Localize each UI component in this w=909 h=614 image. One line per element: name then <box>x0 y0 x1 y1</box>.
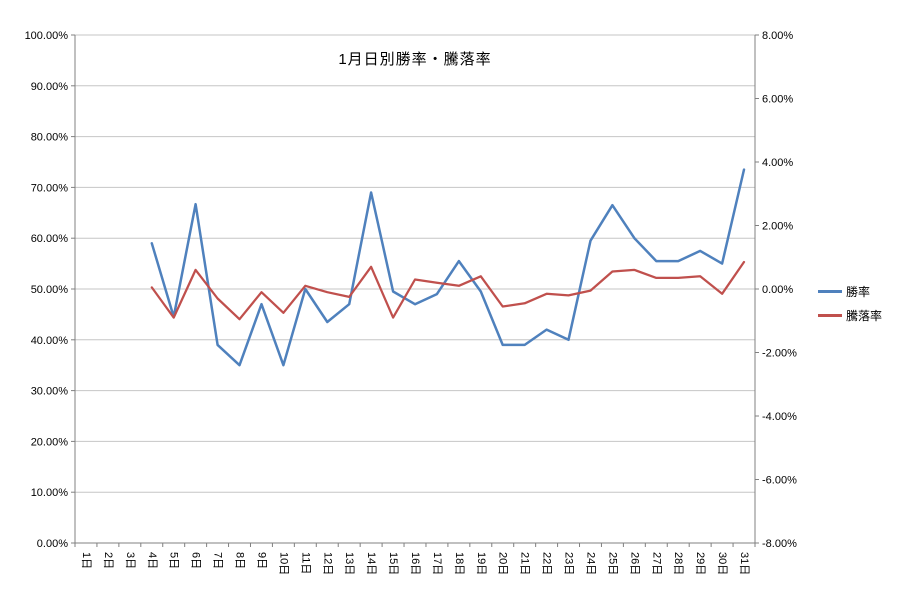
x-axis-tick-label: 17日 <box>431 552 443 575</box>
left-axis-tick-label: 60.00% <box>31 233 69 245</box>
x-axis-tick-label: 29日 <box>694 552 706 575</box>
left-axis-tick-label: 80.00% <box>31 132 69 144</box>
x-axis-tick-label: 15日 <box>387 552 399 575</box>
left-axis-tick-label: 10.00% <box>31 487 69 499</box>
x-axis-tick-label: 9日 <box>255 552 267 569</box>
x-axis-tick-label: 11日 <box>299 552 311 574</box>
x-axis-tick-label: 12日 <box>321 552 333 575</box>
x-axis-tick-label: 3日 <box>124 552 136 569</box>
x-axis-tick-label: 18日 <box>453 552 465 575</box>
x-axis-tick-label: 19日 <box>475 552 487 575</box>
win-rate-line-sample-icon <box>818 290 842 293</box>
legend-label-win-rate: 勝率 <box>846 285 871 299</box>
x-axis-tick-label: 25日 <box>606 552 618 575</box>
x-axis-tick-label: 10日 <box>277 552 289 575</box>
legend: 勝率 騰落率 <box>818 283 882 331</box>
series-line-win-rate <box>150 168 746 367</box>
x-axis-tick-label: 27日 <box>650 552 662 575</box>
series-line-change-rate <box>150 260 746 321</box>
left-axis-tick-label: 0.00% <box>37 538 68 550</box>
left-axis-tick-label: 20.00% <box>31 436 69 448</box>
x-axis-tick-label: 6日 <box>190 552 202 569</box>
legend-item-win-rate: 勝率 <box>818 283 882 300</box>
chart-title: 1月日別勝率・騰落率 <box>338 51 492 68</box>
x-axis-tick-label: 7日 <box>212 552 224 569</box>
x-axis-tick-label: 23日 <box>563 552 575 575</box>
left-axis-tick-label: 70.00% <box>31 182 69 194</box>
x-axis-tick-label: 20日 <box>497 552 509 575</box>
left-axis-tick-label: 30.00% <box>31 386 69 398</box>
left-axis-tick-label: 100.00% <box>25 30 69 42</box>
x-axis-tick-label: 8日 <box>234 552 246 569</box>
right-axis-tick-label: 6.00% <box>762 94 793 106</box>
x-axis-tick-label: 26日 <box>628 552 640 575</box>
x-axis-tick-label: 31日 <box>738 552 750 575</box>
x-axis-tick-label: 5日 <box>168 552 180 569</box>
change-rate-line-sample-icon <box>818 314 842 317</box>
right-axis-tick-label: 8.00% <box>762 30 793 42</box>
right-axis-tick-label: -6.00% <box>762 475 797 487</box>
x-axis-tick-label: 13日 <box>343 552 355 575</box>
right-axis-tick-label: -4.00% <box>762 411 797 423</box>
x-axis-tick-label: 4日 <box>146 552 158 569</box>
legend-item-change-rate: 騰落率 <box>818 307 882 324</box>
x-axis-tick-label: 14日 <box>365 552 377 575</box>
right-axis-tick-label: 4.00% <box>762 157 793 169</box>
x-axis-tick-label: 21日 <box>519 552 531 575</box>
x-axis-tick-label: 1日 <box>80 552 92 569</box>
x-axis-tick-label: 16日 <box>409 552 421 575</box>
left-axis-tick-label: 90.00% <box>31 81 69 93</box>
right-axis-tick-label: -2.00% <box>762 348 797 360</box>
right-axis-tick-label: -8.00% <box>762 538 797 550</box>
x-axis-tick-label: 24日 <box>584 552 596 575</box>
x-axis-tick-label: 28日 <box>672 552 684 575</box>
left-axis-tick-label: 50.00% <box>31 284 69 296</box>
right-axis-tick-label: 2.00% <box>762 221 793 233</box>
legend-label-change-rate: 騰落率 <box>846 309 883 323</box>
right-axis-tick-label: 0.00% <box>762 284 793 296</box>
x-axis-tick-label: 30日 <box>716 552 728 575</box>
x-axis-tick-label: 2日 <box>102 552 114 569</box>
x-axis-tick-label: 22日 <box>541 552 553 575</box>
left-axis-tick-label: 40.00% <box>31 335 69 347</box>
